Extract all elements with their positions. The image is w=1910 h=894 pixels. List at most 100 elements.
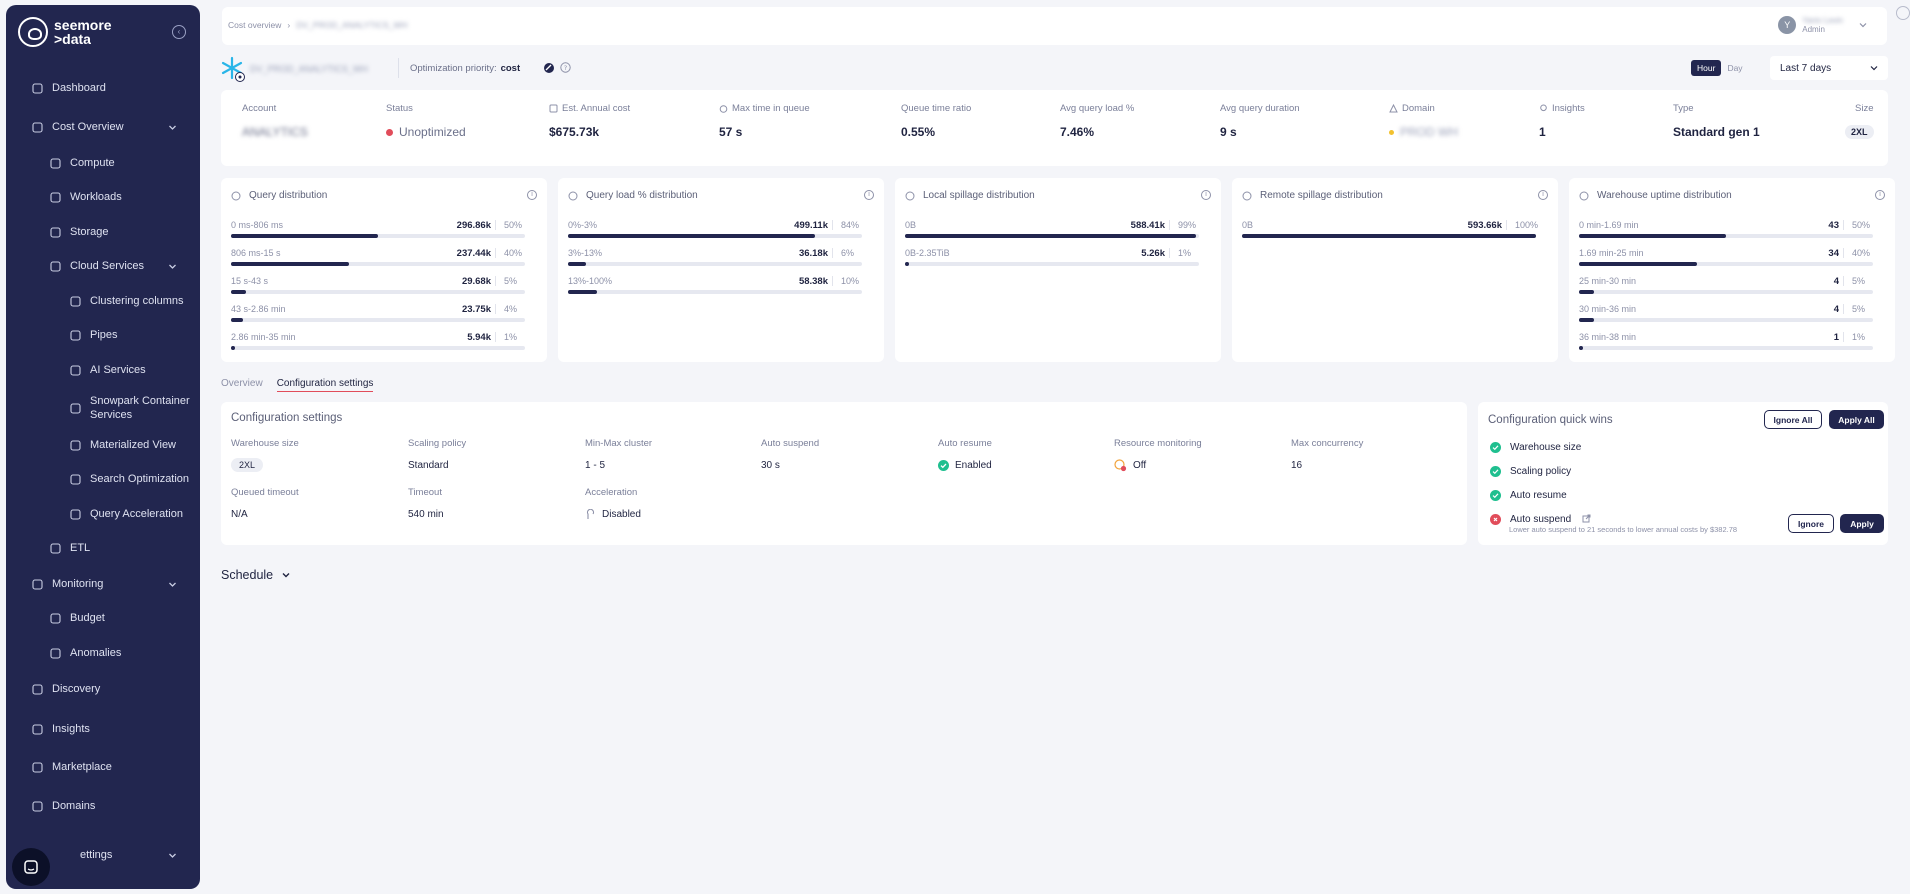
tab-configuration-settings[interactable]: Configuration settings	[276, 378, 374, 392]
bucket-percent: 10%	[832, 276, 864, 286]
bucket-bar-fill	[568, 262, 586, 266]
sidebar-item-label: ettings	[80, 849, 113, 861]
quick-win-item: Auto resume	[1490, 490, 1567, 501]
sidebar-item-query-acceleration[interactable]: Query Acceleration	[6, 501, 200, 527]
bucket-bar-track	[1579, 346, 1873, 350]
bucket-percent: 5%	[1843, 304, 1875, 314]
ignore-all-button[interactable]: Ignore All	[1764, 410, 1822, 429]
bucket-bar-track	[231, 262, 525, 266]
bucket-bar-track	[568, 290, 862, 294]
brand-logo[interactable]: seemore >data	[18, 17, 112, 47]
bucket-label: 13%-100%	[568, 276, 613, 286]
spill-icon	[905, 191, 915, 201]
sidebar-item-ettings[interactable]: ettings	[6, 842, 200, 868]
sidebar-item-cost-overview[interactable]: Cost Overview	[6, 114, 200, 140]
sidebar-item-compute[interactable]: Compute	[6, 150, 200, 176]
sidebar-item-etl[interactable]: ETL	[6, 535, 200, 561]
size-badge: 2XL	[1845, 125, 1874, 139]
chevron-down-icon[interactable]	[166, 121, 178, 133]
bucket-bar-fill	[905, 262, 909, 266]
distribution-row: 2.86 min-35 min 5.94k 1%	[231, 332, 527, 354]
bucket-bar-track	[1579, 262, 1873, 266]
chat-button[interactable]	[12, 848, 50, 886]
bucket-label: 0%-3%	[568, 220, 598, 230]
sidebar-item-ai-services[interactable]: AI Services	[6, 357, 200, 383]
sidebar-item-clustering-columns[interactable]: Clustering columns	[6, 288, 200, 314]
schedule-toggle[interactable]: Schedule	[221, 568, 291, 582]
sidebar-item-domains[interactable]: Domains	[6, 793, 200, 819]
svg-text:?: ?	[564, 64, 567, 72]
info-icon[interactable]: i	[1538, 190, 1548, 200]
quick-win-label: Auto resume	[1510, 490, 1567, 501]
bucket-percent: 50%	[495, 220, 527, 230]
sidebar-item-label: Dashboard	[52, 82, 106, 94]
help-icon[interactable]: ?	[560, 62, 571, 73]
domain-dot-icon	[1389, 129, 1394, 135]
bucket-bar-track	[905, 262, 1199, 266]
info-icon[interactable]: i	[1875, 190, 1885, 200]
sidebar-item-storage[interactable]: Storage	[6, 219, 200, 245]
bucket-bar-fill	[1579, 346, 1583, 350]
chevron-down-icon	[281, 570, 291, 580]
breadcrumb-root[interactable]: Cost overview	[228, 20, 282, 30]
sidebar-item-materialized-view[interactable]: Materialized View	[6, 432, 200, 458]
bucket-label: 43 s-2.86 min	[231, 304, 286, 314]
sidebar-item-label: Cloud Services	[70, 260, 144, 272]
sidebar-item-search-optimization[interactable]: Search Optimization	[6, 466, 200, 492]
apply-button[interactable]: Apply	[1840, 514, 1884, 533]
apply-all-button[interactable]: Apply All	[1829, 410, 1884, 429]
sidebar-item-anomalies[interactable]: Anomalies	[6, 640, 200, 666]
distribution-row: 30 min-36 min 4 5%	[1579, 304, 1875, 326]
toggle-day[interactable]: Day	[1727, 63, 1743, 73]
tab-bar: Overview Configuration settings	[221, 378, 374, 392]
sidebar-item-discovery[interactable]: Discovery	[6, 676, 200, 702]
chevron-down-icon[interactable]	[166, 260, 178, 272]
bucket-label: 806 ms-15 s	[231, 248, 281, 258]
config-title: Configuration settings	[231, 412, 343, 424]
bucket-bar-fill	[231, 234, 378, 238]
info-icon[interactable]: i	[1201, 190, 1211, 200]
date-range-select[interactable]: Last 7 days	[1770, 56, 1888, 80]
breadcrumb-current: DV_PROD_ANALYTICS_WH	[296, 20, 408, 30]
insights-value[interactable]: 1	[1539, 125, 1546, 139]
config-scaling-policy: Scaling policy Standard	[408, 438, 467, 471]
sidebar-item-monitoring[interactable]: Monitoring	[6, 571, 200, 597]
external-link-icon[interactable]	[1582, 514, 1591, 523]
etl-icon	[48, 541, 62, 555]
configuration-quick-wins-card: Configuration quick wins Ignore All Appl…	[1478, 402, 1888, 545]
bucket-percent: 1%	[495, 332, 527, 342]
sidebar-item-pipes[interactable]: Pipes	[6, 322, 200, 348]
sidebar-item-marketplace[interactable]: Marketplace	[6, 754, 200, 780]
quick-win-label: Warehouse size	[1510, 442, 1582, 453]
chevron-down-icon[interactable]	[166, 849, 178, 861]
info-icon[interactable]: i	[527, 190, 537, 200]
sidebar-item-snowpark-container-services[interactable]: Snowpark Container Services	[6, 395, 200, 421]
config-timeout: Timeout 540 min	[408, 487, 444, 520]
annual-cost-value: $675.73k	[549, 125, 600, 139]
sidebar-item-dashboard[interactable]: Dashboard	[6, 75, 200, 101]
breadcrumb: Cost overview › DV_PROD_ANALYTICS_WH	[228, 20, 408, 30]
config-auto-resume: Auto resume Enabled	[938, 438, 992, 471]
edit-priority-icon[interactable]	[543, 62, 555, 74]
sidebar-item-budget[interactable]: Budget	[6, 605, 200, 631]
bucket-bar-track	[231, 346, 525, 350]
quick-win-item: Scaling policy	[1490, 466, 1571, 477]
bucket-bar-track	[1579, 234, 1873, 238]
sidebar-item-cloud-services[interactable]: Cloud Services	[6, 253, 200, 279]
bucket-count: 4	[1833, 304, 1839, 315]
tab-overview[interactable]: Overview	[221, 378, 263, 389]
info-icon[interactable]: i	[864, 190, 874, 200]
info-edge-icon[interactable]	[1896, 6, 1910, 20]
compass-icon	[30, 682, 44, 696]
bucket-label: 0B	[905, 220, 917, 230]
sidebar-item-insights[interactable]: Insights	[6, 716, 200, 742]
chevron-down-icon	[1870, 64, 1878, 72]
ignore-button[interactable]: Ignore	[1788, 514, 1834, 533]
user-menu[interactable]: Y Yaniv Levin Admin	[1778, 16, 1867, 34]
chevron-down-icon[interactable]	[166, 578, 178, 590]
distribution-row: 0B 588.41k 99%	[905, 220, 1201, 242]
collapse-sidebar-icon[interactable]: ‹	[172, 25, 186, 39]
sidebar-item-workloads[interactable]: Workloads	[6, 184, 200, 210]
summary-query-load: Avg query load % 7.46%	[1060, 102, 1135, 140]
toggle-hour[interactable]: Hour	[1691, 60, 1722, 76]
